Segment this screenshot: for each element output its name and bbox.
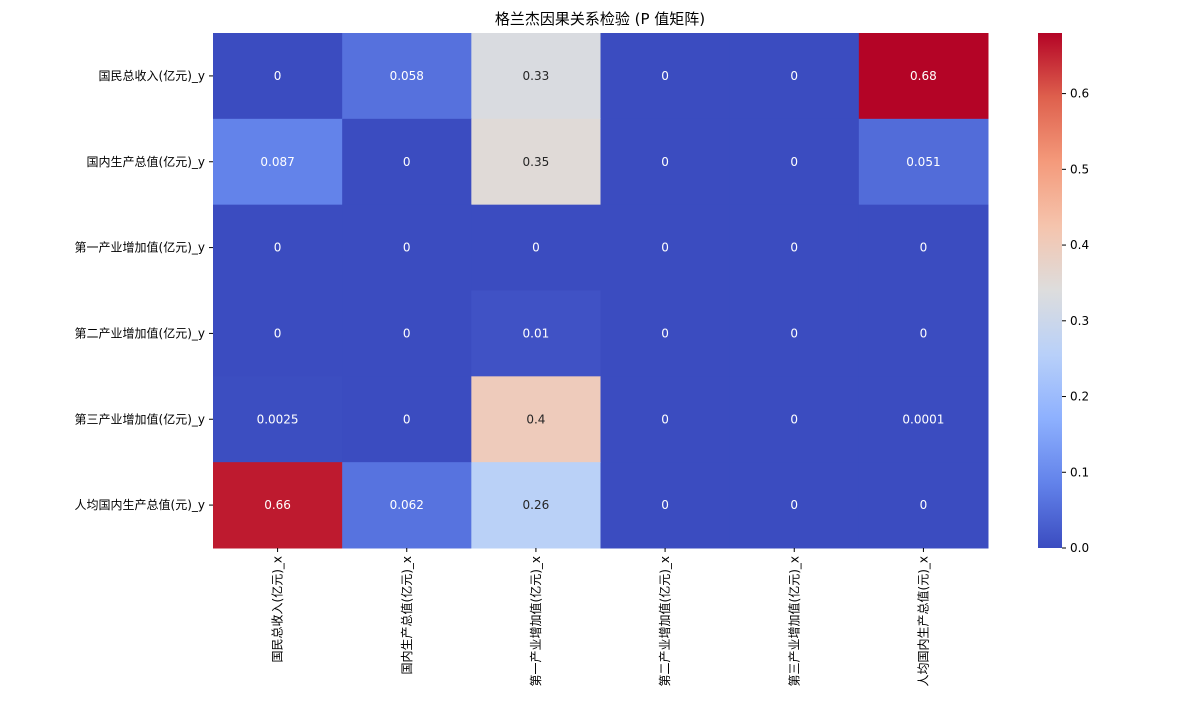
- heatmap-cell-r5-c1: [342, 462, 472, 549]
- heatmap-cell-r5-c4: [729, 462, 860, 549]
- heatmap-cell-r1-c2: [471, 118, 601, 206]
- cell-value-label-r2-c5: 0: [920, 241, 928, 255]
- heatmap-cell-r4-c5: [858, 376, 989, 463]
- colorbar-gradient: [1038, 33, 1062, 548]
- cell-value-label-r3-c5: 0: [920, 326, 928, 340]
- heatmap-cell-r2-c2: [471, 204, 601, 291]
- heatmap-cell-r1-c3: [600, 118, 731, 206]
- heatmap-cell-r3-c3: [600, 290, 731, 377]
- x-tick-label-2: 第一产业增加值(亿元)_x: [528, 556, 543, 686]
- heatmap-cell-r5-c0: [213, 462, 343, 549]
- heatmap-cell-r1-c5: [858, 118, 989, 206]
- heatmap-cell-r4-c0: [213, 376, 343, 463]
- x-tick-label-0: 国民总收入(亿元)_x: [270, 556, 285, 662]
- cell-value-label-r2-c2: 0: [532, 241, 540, 255]
- heatmap-cell-r3-c4: [729, 290, 860, 377]
- cell-value-label-r4-c3: 0: [661, 412, 669, 426]
- heatmap-cell-r5-c2: [471, 462, 601, 549]
- cell-value-label-r0-c0: 0: [274, 69, 282, 83]
- cell-value-label-r2-c3: 0: [661, 241, 669, 255]
- cell-value-label-r5-c4: 0: [790, 498, 798, 512]
- colorbar-tick-label-5: 0.5: [1070, 162, 1089, 176]
- cell-value-label-r3-c4: 0: [790, 326, 798, 340]
- cell-value-label-r3-c3: 0: [661, 326, 669, 340]
- cell-value-label-r0-c3: 0: [661, 69, 669, 83]
- heatmap-cell-r2-c5: [858, 204, 989, 291]
- cell-value-label-r5-c0: 0.66: [264, 498, 291, 512]
- heatmap-cell-labels: 0 0.058 0.33 0 0 0.68 0.087 0 0.35 0 0 0.051 0 0 0 0 0 0 0…: [257, 69, 945, 512]
- cell-value-label-r5-c3: 0: [661, 498, 669, 512]
- heatmap-cell-r0-c2: [471, 33, 601, 120]
- cell-value-label-r0-c4: 0: [790, 69, 798, 83]
- cell-value-label-r1-c1: 0: [403, 155, 411, 169]
- heatmap-cell-r0-c3: [600, 33, 731, 120]
- colorbar-tick-label-2: 0.2: [1070, 390, 1089, 404]
- cell-value-label-r3-c2: 0.01: [523, 326, 550, 340]
- colorbar: 0.0 0.1 0.2 0.3 0.4 0.5 0.6: [1038, 33, 1089, 555]
- cell-value-label-r5-c5: 0: [920, 498, 928, 512]
- chart-title: 格兰杰因果关系检验 (P 值矩阵): [495, 10, 705, 28]
- heatmap-cell-r2-c0: [213, 204, 343, 291]
- cell-value-label-r3-c1: 0: [403, 326, 411, 340]
- heatmap-cell-r3-c5: [858, 290, 989, 377]
- heatmap-cell-r4-c4: [729, 376, 860, 463]
- heatmap-cell-r0-c5: [858, 33, 989, 120]
- heatmap-cell-r5-c5: [858, 462, 989, 549]
- colorbar-tick-label-1: 0.1: [1070, 465, 1089, 479]
- cell-value-label-r4-c0: 0.0025: [257, 412, 299, 426]
- cell-value-label-r5-c2: 0.26: [523, 498, 550, 512]
- x-tick-label-4: 第三产业增加值(亿元)_x: [786, 556, 801, 686]
- x-tick-label-1: 国内生产总值(亿元)_x: [399, 556, 414, 674]
- cell-value-label-r4-c1: 0: [403, 412, 411, 426]
- colorbar-tick-label-3: 0.3: [1070, 314, 1089, 328]
- heatmap-cell-r4-c3: [600, 376, 731, 463]
- cell-value-label-r4-c5: 0.0001: [902, 412, 944, 426]
- x-axis: 国民总收入(亿元)_x 国内生产总值(亿元)_x 第一产业增加值(亿元)_x 第二产业…: [270, 548, 930, 686]
- y-axis: 国民总收入(亿元)_y 国内生产总值(亿元)_y 第一产业增加值(亿元)_y 第二产业…: [75, 68, 213, 512]
- heatmap-cell-r4-c1: [342, 376, 472, 463]
- colorbar-tick-label-0: 0.0: [1070, 541, 1089, 555]
- heatmap-cells: [213, 33, 989, 549]
- heatmap-cell-r3-c1: [342, 290, 472, 377]
- heatmap-cell-r4-c2: [471, 376, 601, 463]
- y-tick-label-2: 第一产业增加值(亿元)_y: [75, 240, 205, 255]
- cell-value-label-r4-c2: 0.4: [526, 412, 545, 426]
- heatmap-cell-r2-c4: [729, 204, 860, 291]
- cell-value-label-r2-c0: 0: [274, 241, 282, 255]
- cell-value-label-r1-c4: 0: [790, 155, 798, 169]
- cell-value-label-r4-c4: 0: [790, 412, 798, 426]
- heatmap-cell-r3-c0: [213, 290, 343, 377]
- heatmap-cell-r0-c4: [729, 33, 860, 120]
- y-tick-label-1: 国内生产总值(亿元)_y: [87, 154, 205, 169]
- cell-value-label-r0-c2: 0.33: [523, 69, 550, 83]
- y-tick-label-4: 第三产业增加值(亿元)_y: [75, 411, 205, 426]
- cell-value-label-r5-c1: 0.062: [390, 498, 424, 512]
- heatmap-cell-r2-c1: [342, 204, 472, 291]
- heatmap-cell-r1-c0: [213, 118, 343, 206]
- heatmap-cell-r0-c0: [213, 33, 343, 120]
- cell-value-label-r3-c0: 0: [274, 326, 282, 340]
- cell-value-label-r1-c2: 0.35: [523, 155, 550, 169]
- cell-value-label-r0-c1: 0.058: [390, 69, 424, 83]
- colorbar-tick-label-6: 0.6: [1070, 87, 1089, 101]
- cell-value-label-r0-c5: 0.68: [910, 69, 937, 83]
- heatmap-cell-r2-c3: [600, 204, 731, 291]
- cell-value-label-r1-c0: 0.087: [260, 155, 294, 169]
- heatmap-cell-r5-c3: [600, 462, 731, 549]
- cell-value-label-r2-c4: 0: [790, 241, 798, 255]
- y-tick-label-3: 第二产业增加值(亿元)_y: [75, 325, 205, 340]
- y-tick-label-0: 国民总收入(亿元)_y: [99, 68, 205, 83]
- cell-value-label-r1-c3: 0: [661, 155, 669, 169]
- y-tick-label-5: 人均国内生产总值(元)_y: [75, 497, 205, 512]
- cell-value-label-r1-c5: 0.051: [906, 155, 940, 169]
- heatmap-cell-r1-c4: [729, 118, 860, 206]
- colorbar-tick-label-4: 0.4: [1070, 238, 1089, 252]
- cell-value-label-r2-c1: 0: [403, 241, 411, 255]
- heatmap-cell-r1-c1: [342, 118, 472, 206]
- heatmap-cell-r3-c2: [471, 290, 601, 377]
- x-tick-label-5: 人均国内生产总值(元)_x: [915, 556, 930, 686]
- x-tick-label-3: 第二产业增加值(亿元)_x: [657, 556, 672, 686]
- heatmap-cell-r0-c1: [342, 33, 472, 120]
